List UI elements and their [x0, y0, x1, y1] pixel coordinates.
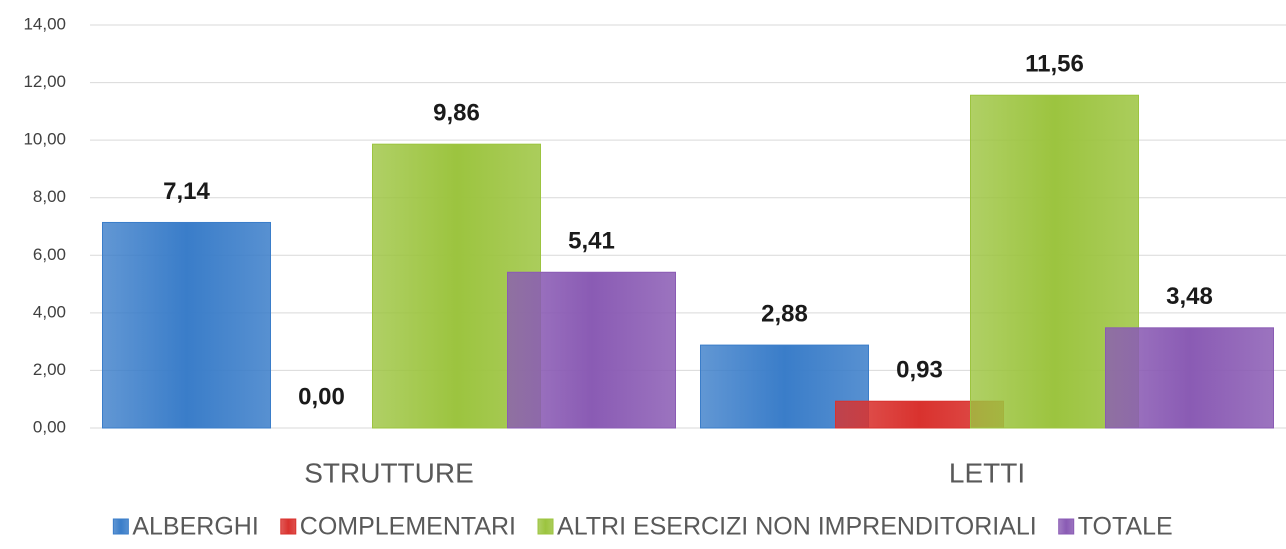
legend-label: ALBERGHI [132, 513, 258, 541]
legend-label: TOTALE [1078, 513, 1173, 541]
legend-label: COMPLEMENTARI [300, 513, 516, 541]
y-tick-label: 6,00 [33, 245, 66, 264]
legend-swatch [280, 518, 297, 535]
y-tick-label: 4,00 [33, 302, 66, 321]
x-tick-label: LETTI [949, 457, 1025, 488]
y-tick-label: 10,00 [23, 130, 66, 149]
y-tick-label: 0,00 [33, 417, 66, 436]
value-label: 5,41 [568, 228, 615, 255]
value-label: 11,56 [1025, 51, 1084, 78]
value-label: 0,00 [298, 383, 345, 410]
legend-swatch [1058, 518, 1075, 535]
bar [507, 271, 676, 429]
value-label: 2,88 [761, 300, 808, 327]
legend-label: ALTRI ESERCIZI NON IMPRENDITORIALI [557, 513, 1037, 541]
bar [102, 221, 271, 429]
bar [1105, 327, 1274, 429]
legend-swatch [112, 518, 129, 535]
y-tick-label: 2,00 [33, 360, 66, 379]
x-tick-label: STRUTTURE [304, 457, 474, 488]
y-tick-label: 12,00 [23, 72, 66, 91]
legend-swatch [537, 518, 554, 535]
value-label: 7,14 [163, 178, 210, 205]
value-label: 3,48 [1166, 283, 1213, 310]
y-tick-label: 8,00 [33, 187, 66, 206]
value-label: 9,86 [433, 100, 480, 127]
y-tick-label: 14,00 [23, 14, 66, 33]
value-label: 0,93 [896, 357, 943, 384]
